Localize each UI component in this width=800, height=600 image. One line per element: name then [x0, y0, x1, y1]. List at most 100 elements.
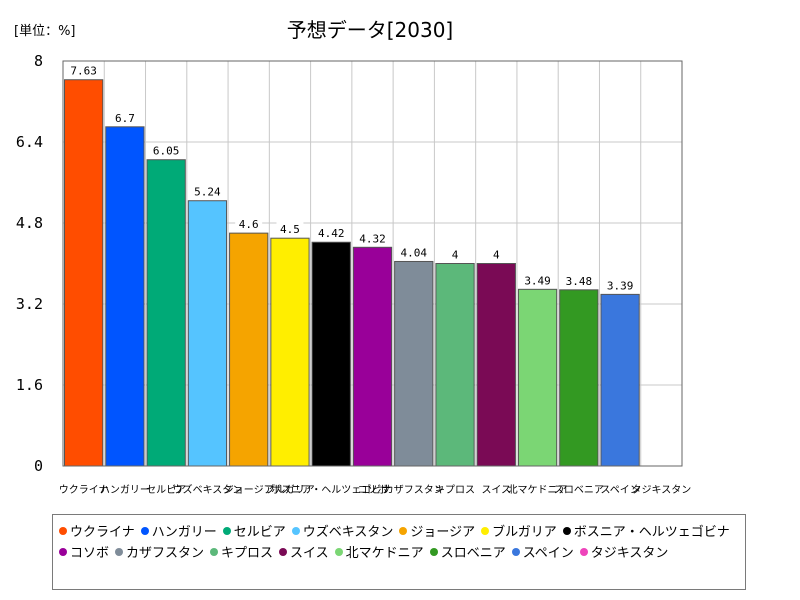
data-label: 3.39 [607, 279, 634, 292]
legend-dot-icon [59, 526, 67, 535]
legend-label: スイス [290, 546, 329, 561]
x-category-label: ジョージア [224, 485, 274, 496]
legend-item: カザフスタン [115, 541, 204, 562]
legend-item: セルビア [222, 520, 286, 541]
data-label: 4.32 [359, 232, 386, 245]
data-label-bg [603, 277, 638, 293]
y-tick-label: 4.8 [16, 214, 43, 232]
data-label: 6.05 [153, 145, 180, 158]
legend-dot-icon [59, 547, 67, 556]
x-category-label: コソボ [358, 484, 388, 496]
legend-dot-icon [511, 547, 520, 556]
legend-dot-icon [334, 547, 343, 556]
legend-label: ウクライナ [70, 525, 135, 540]
legend-item: キプロス [210, 541, 273, 562]
bar [229, 232, 269, 467]
bar [105, 126, 145, 467]
data-label-bg [66, 62, 101, 78]
chart-title: 予想データ[2030] [286, 18, 454, 42]
legend-dot-icon [115, 547, 124, 556]
data-label-bg [520, 272, 555, 288]
legend-label: カザフスタン [126, 546, 205, 561]
bar [394, 260, 434, 467]
bar [517, 288, 558, 467]
data-label: 7.63 [70, 65, 97, 78]
data-label: 4.42 [318, 227, 345, 240]
legend-label: タジキスタン [590, 546, 669, 561]
legend-item: スイス [279, 541, 329, 562]
legend-label: ボスニア・ヘルツェゴビナ [573, 525, 730, 540]
data-label: 5.24 [194, 186, 221, 199]
legend-item: 北マケドニア [334, 541, 424, 562]
plot-frame [62, 60, 683, 467]
legend-dot-icon [279, 547, 288, 556]
bar [600, 293, 640, 467]
data-label-bg [448, 246, 462, 262]
bars [64, 79, 640, 467]
legend-dot-icon [481, 526, 490, 535]
legend-label: コソボ [70, 546, 110, 561]
data-label-bg [190, 183, 225, 199]
data-label: 4 [493, 249, 500, 262]
legend-dot-icon [579, 547, 588, 556]
legend-label: 北マケドニア [345, 546, 424, 561]
x-category-label: スロベニア [554, 484, 604, 496]
legend-item: コソボ [59, 541, 109, 562]
x-category-label: ハンガリー [100, 484, 150, 496]
y-tick-label: 8 [34, 52, 43, 70]
y-tick-label: 0 [34, 457, 43, 475]
data-label-bg [149, 142, 184, 158]
legend-item: スペイン [511, 541, 574, 562]
y-axis-ticks: 0 1.6 3.2 4.8 6.4 8 [16, 52, 43, 475]
legend-label: キプロス [221, 546, 274, 561]
y-tick-label: 6.4 [16, 133, 43, 151]
data-label-bg [111, 109, 139, 125]
legend-item: ブルガリア [481, 520, 557, 541]
unit-label: [単位：%] [14, 24, 76, 39]
legend-item: タジキスタン [579, 541, 669, 562]
bar [352, 246, 393, 467]
x-category-label: タジキスタン [632, 484, 692, 496]
legend-dot-icon [291, 526, 300, 535]
legend-dot-icon [210, 547, 219, 556]
x-category-label: 北マケドニア [508, 484, 568, 496]
data-label-bg [489, 246, 503, 262]
x-category-labels: ウクライナハンガリーセルビアウズベキスタンジョージアブルガリアボスニア・ヘルツェ… [59, 483, 691, 496]
data-label: 4.6 [239, 218, 259, 231]
bar [559, 289, 599, 467]
data-label: 4.5 [280, 223, 300, 236]
legend-dot-icon [140, 526, 149, 535]
legend-dot-icon [222, 526, 231, 535]
legend-item: ボスニア・ヘルツェゴビナ [562, 520, 730, 541]
y-tick-label: 1.6 [16, 376, 43, 394]
data-label-bg [355, 230, 390, 246]
bar [64, 79, 104, 467]
bar [187, 200, 228, 467]
data-label: 3.49 [524, 274, 551, 287]
bar-chart: 0 1.6 3.2 4.8 6.4 8 7.63 6.7 6.05 5.24 4.6 4.5 4.42… [16, 52, 691, 496]
data-label-bg [314, 225, 349, 241]
x-category-label: カザフスタン [384, 484, 444, 496]
legend-dot-icon [429, 547, 438, 556]
data-label-bg [396, 244, 431, 260]
x-category-label: セルビア [146, 484, 186, 496]
y-tick-label: 3.2 [16, 295, 43, 313]
legend-item: ジョージア [399, 520, 475, 541]
x-category-label: スイス [481, 485, 511, 496]
data-labels: 7.63 6.7 6.05 5.24 4.6 4.5 4.42 4.32 4.04 4 4 3.49 3… [66, 62, 638, 293]
data-label-bg [235, 216, 263, 232]
legend-label: セルビア [233, 525, 286, 540]
data-label: 4.04 [401, 246, 428, 259]
bar [270, 237, 310, 467]
data-label: 4 [452, 249, 459, 262]
legend-label: スロベニア [440, 546, 506, 561]
legend-item: スロベニア [429, 541, 506, 562]
bar [311, 241, 351, 467]
legend-label: ジョージア [410, 525, 476, 540]
x-category-label: ウズベキスタン [173, 483, 243, 496]
x-category-label: キプロス [435, 484, 475, 496]
legend-item: ウズベキスタン [291, 520, 393, 541]
legend-item: ウクライナ [59, 520, 135, 541]
data-label: 6.7 [115, 112, 135, 125]
x-category-label: スペイン [600, 485, 639, 496]
